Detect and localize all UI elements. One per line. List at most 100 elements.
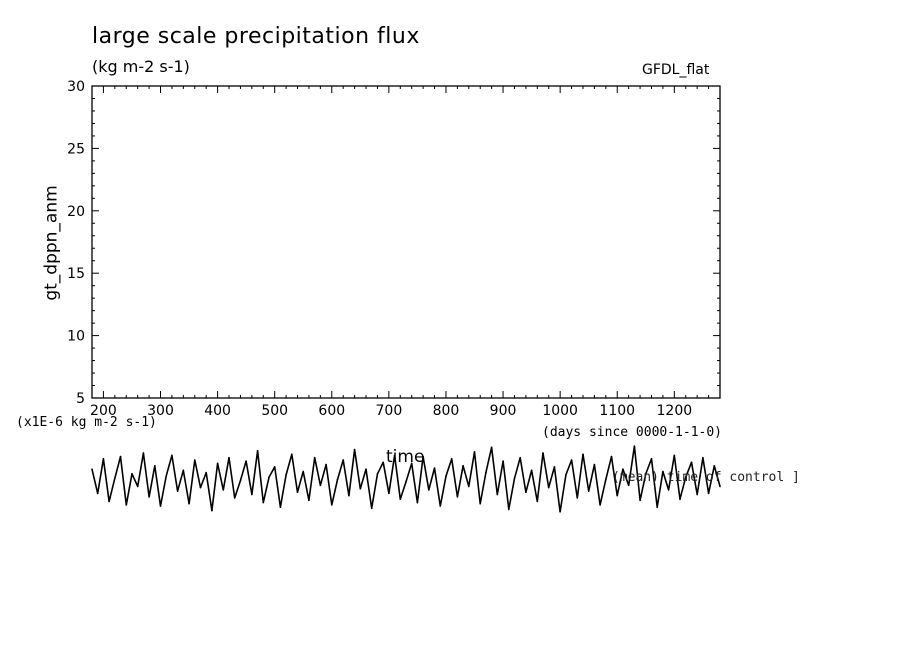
- x-axis-label: time: [386, 449, 424, 466]
- series-point: [479, 503, 481, 505]
- series-point: [537, 501, 539, 503]
- plot-area-frame: [92, 86, 720, 398]
- series-point: [468, 486, 470, 488]
- series-point: [514, 478, 516, 480]
- y-tick-label: 15: [67, 266, 85, 282]
- series-point: [354, 449, 356, 451]
- series-point: [439, 505, 441, 507]
- series-point: [342, 459, 344, 461]
- axis-ticks-layer: 5 10 15 20 25 30 200 300 400 500 600 700 800 900 1000 1…: [67, 79, 720, 419]
- series-point: [148, 496, 150, 498]
- units-label: (kg m-2 s-1): [92, 59, 190, 75]
- series-point: [103, 458, 105, 460]
- series-point: [371, 508, 373, 510]
- series-point: [388, 493, 390, 495]
- series-point: [651, 458, 653, 460]
- y-tick-label: 10: [67, 329, 85, 345]
- series-point: [177, 490, 179, 492]
- series-point: [194, 459, 196, 461]
- series-point: [160, 505, 162, 507]
- series-point: [565, 474, 567, 476]
- series-point: [223, 489, 225, 491]
- series-point: [634, 445, 636, 447]
- series-point: [382, 462, 384, 464]
- series-point: [262, 502, 264, 504]
- series-point: [542, 452, 544, 454]
- series-point: [108, 501, 110, 503]
- x-tick-label: 1100: [599, 403, 635, 419]
- series-point: [274, 466, 276, 468]
- x-tick-label: 600: [318, 403, 345, 419]
- series-point: [120, 456, 122, 458]
- series-point: [125, 504, 127, 506]
- series-point: [445, 475, 447, 477]
- series-point: [217, 463, 219, 465]
- x-tick-label: 500: [261, 403, 288, 419]
- series-point: [668, 489, 670, 491]
- series-point: [114, 478, 116, 480]
- series-point: [320, 485, 322, 487]
- series-point: [251, 494, 253, 496]
- series-point: [674, 455, 676, 457]
- series-point: [474, 451, 476, 453]
- series-point: [257, 450, 259, 452]
- series-point: [519, 457, 521, 459]
- series-point: [205, 472, 207, 474]
- series-point: [302, 471, 304, 473]
- series-point: [696, 494, 698, 496]
- y-tick-label: 25: [67, 141, 85, 157]
- y-scale-note: (x1E-6 kg m-2 s-1): [16, 416, 157, 429]
- series-point: [331, 504, 333, 506]
- series-point: [91, 468, 93, 470]
- series-point: [297, 491, 299, 493]
- series-point: [348, 495, 350, 497]
- x-tick-label: 800: [433, 403, 460, 419]
- series-point: [200, 487, 202, 489]
- control-note-label: (mean) time of control ]: [612, 471, 800, 484]
- series-point: [719, 486, 721, 488]
- series-point: [554, 466, 556, 468]
- series-point: [228, 457, 230, 459]
- series-point: [656, 506, 658, 508]
- series-point: [508, 509, 510, 511]
- series-point: [171, 455, 173, 457]
- series-point: [405, 481, 407, 483]
- plot-frame-layer: [92, 86, 720, 398]
- series-point: [457, 496, 459, 498]
- series-point: [234, 497, 236, 499]
- series-point: [582, 453, 584, 455]
- x-tick-label: 1000: [542, 403, 578, 419]
- series-point: [616, 495, 618, 497]
- series-point: [559, 511, 561, 513]
- series-point: [154, 465, 156, 467]
- series-point: [434, 467, 436, 469]
- series-point: [548, 487, 550, 489]
- series-point: [451, 458, 453, 460]
- y-tick-label: 30: [67, 79, 85, 95]
- dataset-label: GFDL_flat: [642, 63, 709, 77]
- series-point: [639, 499, 641, 501]
- series-point: [399, 498, 401, 500]
- series-point: [268, 476, 270, 478]
- series-point: [337, 479, 339, 481]
- series-point: [143, 452, 145, 454]
- y-axis-label: gt_dppn_anm: [44, 185, 61, 300]
- series-point: [97, 493, 99, 495]
- series-point: [594, 464, 596, 466]
- y-tick-label: 5: [76, 391, 85, 407]
- series-point: [280, 506, 282, 508]
- series-point: [308, 499, 310, 501]
- series-point: [165, 475, 167, 477]
- series-point: [571, 459, 573, 461]
- series-point: [360, 488, 362, 490]
- series-point: [211, 510, 213, 512]
- series-point: [240, 480, 242, 482]
- series-point: [491, 447, 493, 449]
- series-point: [137, 486, 139, 488]
- chart-title: large scale precipitation flux: [92, 26, 420, 48]
- series-point: [502, 460, 504, 462]
- series-point: [679, 498, 681, 500]
- series-point: [428, 489, 430, 491]
